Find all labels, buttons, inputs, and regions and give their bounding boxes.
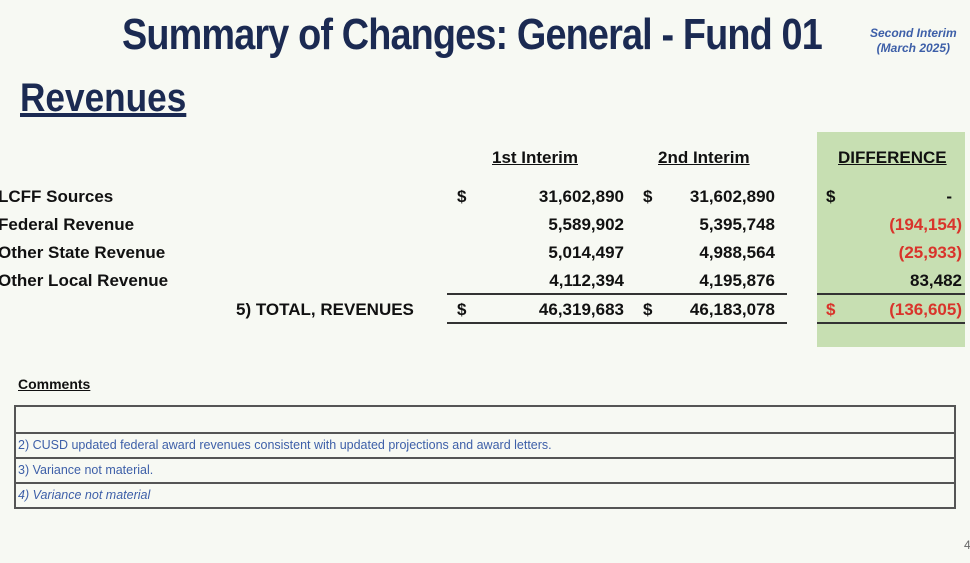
row-dollar-1: $ [457,187,467,206]
row-difference: (194,154) [889,215,962,234]
row-label: Federal Revenue [0,215,135,234]
page-number: 4 [964,538,970,552]
row-label: LCFF Sources [0,187,114,206]
total-dollar-1: $ [457,300,467,319]
total-2nd-interim: 46,183,078 [689,300,775,319]
row-2nd-interim: 4,195,876 [699,271,775,290]
row-2nd-interim: 5,395,748 [699,215,775,234]
row-2nd-interim: 31,602,890 [689,187,775,206]
comment-3: 3) Variance not material. [16,457,954,482]
row-dollar-2: $ [643,187,653,206]
section-title: Revenues [20,76,187,120]
header-difference: DIFFERENCE [838,148,947,167]
row-dollar-diff: $ [826,187,836,206]
row-difference: 83,482 [910,271,962,290]
header-2nd-interim: 2nd Interim [658,148,750,167]
comment-1 [16,407,954,432]
total-dollar-2: $ [643,300,653,319]
row-2nd-interim: 4,988,564 [699,243,775,262]
row-1st-interim: 5,589,902 [548,215,624,234]
row-difference: - [946,187,952,206]
row-1st-interim: 31,602,890 [538,187,624,206]
header-1st-interim: 1st Interim [492,148,578,167]
comment-4: 4) Variance not material [16,482,954,507]
row-label: Other Local Revenue [0,271,169,290]
total-label: 5) TOTAL, REVENUES [236,300,414,319]
difference-column-bg [817,132,965,347]
page-title: Summary of Changes: General - Fund 01 [122,10,823,59]
row-1st-interim: 5,014,497 [548,243,624,262]
row-label: Other State Revenue [0,243,166,262]
comments-box: 2) CUSD updated federal award revenues c… [14,405,956,509]
total-dollar-diff: $ [826,300,836,319]
subtitle: Second Interim (March 2025) [870,26,957,55]
total-difference: (136,605) [889,300,962,319]
comments-label: Comments [18,376,91,392]
row-difference: (25,933) [898,243,962,262]
total-1st-interim: 46,319,683 [538,300,624,319]
comment-2: 2) CUSD updated federal award revenues c… [16,432,954,457]
row-1st-interim: 4,112,394 [549,271,624,290]
